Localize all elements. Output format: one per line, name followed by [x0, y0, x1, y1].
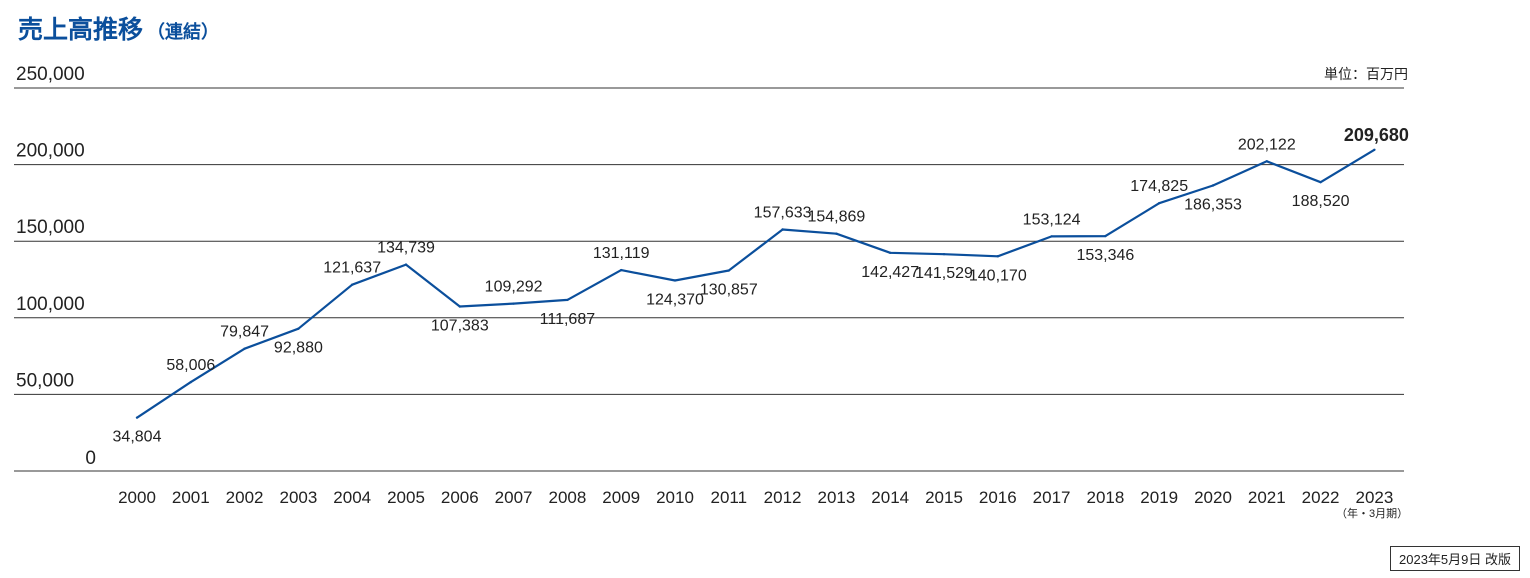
- x-tick-label: 2013: [817, 488, 855, 507]
- unit-label: 単位：百万円: [1324, 66, 1408, 82]
- x-tick-label: 2017: [1033, 488, 1071, 507]
- data-label: 92,880: [274, 340, 323, 357]
- data-point: [996, 255, 999, 258]
- chart-title: 売上高推移 （連結）: [18, 10, 219, 46]
- x-tick-label: 2008: [548, 488, 586, 507]
- data-point: [512, 302, 515, 305]
- x-tick-label: 2023: [1355, 488, 1393, 507]
- x-tick-label: 2001: [172, 488, 210, 507]
- data-point: [458, 305, 461, 308]
- data-point: [942, 252, 946, 256]
- data-label: 140,170: [969, 267, 1027, 284]
- x-tick-label: 2003: [279, 488, 317, 507]
- x-tick-label: 2021: [1248, 488, 1286, 507]
- data-label: 142,427: [861, 264, 919, 281]
- x-tick-label: 2002: [226, 488, 264, 507]
- data-point: [135, 416, 139, 419]
- data-label: 157,633: [754, 205, 812, 222]
- data-point: [673, 279, 677, 282]
- x-tick-label: 2000: [118, 488, 156, 507]
- data-label: 107,383: [431, 317, 489, 334]
- data-label: 109,292: [485, 279, 543, 296]
- data-label: 134,739: [377, 240, 435, 257]
- chart-title-main: 売上高推移: [18, 16, 144, 44]
- x-tick-label: 2012: [764, 488, 802, 507]
- data-label: 154,869: [807, 209, 865, 226]
- y-tick-label: 100,000: [16, 294, 85, 315]
- data-label: 153,346: [1076, 247, 1134, 264]
- data-label: 202,122: [1238, 136, 1296, 153]
- y-tick-label: 150,000: [16, 217, 85, 238]
- data-label: 188,520: [1292, 193, 1350, 210]
- data-label: 153,124: [1023, 211, 1081, 228]
- data-label: 131,119: [593, 245, 650, 262]
- data-label: 58,006: [166, 357, 215, 374]
- x-tick-label: 2006: [441, 488, 479, 507]
- x-tick-label: 2009: [602, 488, 640, 507]
- data-label: 209,680: [1344, 125, 1409, 145]
- data-point: [889, 251, 892, 255]
- data-point: [243, 347, 246, 350]
- data-label: 130,857: [700, 282, 758, 299]
- x-tick-label: 2014: [871, 488, 909, 507]
- revision-date-badge: 2023年5月9日 改版: [1390, 546, 1520, 571]
- data-point: [1104, 234, 1107, 238]
- data-point: [1373, 148, 1376, 151]
- y-tick-label: 250,000: [16, 64, 85, 85]
- data-point: [781, 228, 784, 231]
- x-tick-label: 2016: [979, 488, 1017, 507]
- series-line: [136, 148, 1375, 419]
- x-tick-label: 2015: [925, 488, 963, 507]
- data-point: [835, 232, 838, 235]
- data-point: [404, 263, 408, 266]
- data-label: 34,804: [113, 429, 162, 446]
- x-tick-label: 2007: [495, 488, 533, 507]
- data-point: [297, 327, 300, 330]
- chart-title-sub: （連結）: [147, 22, 220, 42]
- data-point: [566, 298, 569, 302]
- x-tick-label: 2010: [656, 488, 694, 507]
- y-tick-label: 0: [85, 448, 96, 469]
- data-point: [1211, 184, 1215, 187]
- y-tick-label: 50,000: [16, 370, 74, 391]
- y-tick-label: 200,000: [16, 141, 85, 162]
- data-point: [1265, 160, 1269, 163]
- x-tick-label: 2019: [1140, 488, 1178, 507]
- fiscal-year-note: （年・3月期）: [1336, 508, 1409, 520]
- data-label: 111,687: [540, 311, 596, 328]
- data-point: [189, 380, 192, 384]
- x-tick-label: 2004: [333, 488, 371, 507]
- x-tick-label: 2020: [1194, 488, 1232, 507]
- x-tick-label: 2011: [711, 488, 748, 507]
- data-label: 186,353: [1184, 197, 1242, 214]
- data-point: [620, 268, 623, 272]
- x-tick-label: 2022: [1302, 488, 1340, 507]
- x-tick-label: 2005: [387, 488, 425, 507]
- data-point: [1319, 180, 1322, 184]
- data-label: 174,825: [1130, 178, 1188, 195]
- data-point: [351, 283, 354, 286]
- x-tick-label: 2018: [1086, 488, 1124, 507]
- data-point: [1158, 201, 1161, 205]
- data-label: 121,637: [323, 260, 381, 277]
- data-label: 141,529: [915, 265, 973, 282]
- data-label: 79,847: [220, 324, 269, 341]
- data-point: [727, 269, 730, 272]
- data-point: [1050, 235, 1053, 238]
- data-label: 124,370: [646, 291, 704, 308]
